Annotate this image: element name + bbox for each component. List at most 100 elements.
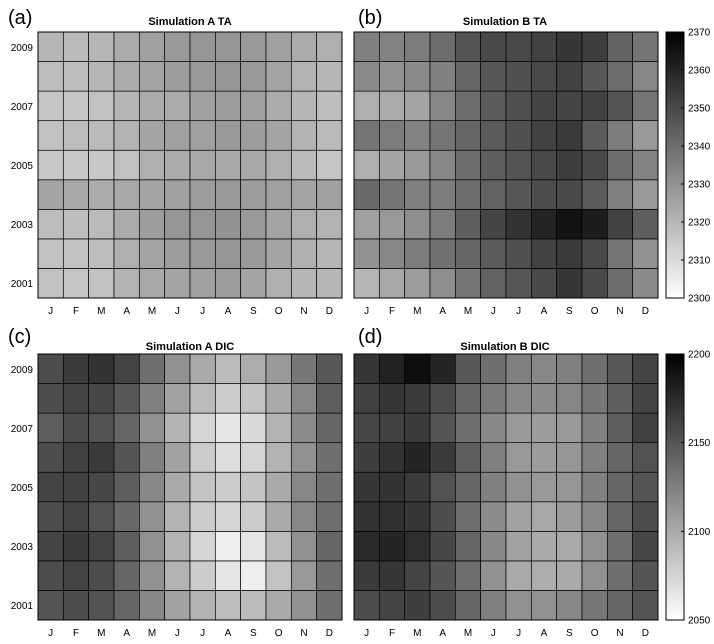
panel-c-frame — [37, 353, 343, 621]
x-tick-label: J — [48, 628, 53, 639]
heatmap-cell — [454, 412, 482, 444]
heatmap-cell — [378, 90, 406, 122]
heatmap-cell — [606, 268, 634, 299]
x-tick-label: N — [300, 628, 307, 639]
heatmap-cell — [138, 442, 166, 473]
heatmap-cell — [62, 179, 90, 210]
heatmap-cell — [164, 530, 191, 562]
heatmap-cell — [378, 530, 406, 562]
heatmap-cell — [353, 501, 380, 532]
x-tick-label: J — [491, 306, 496, 317]
heatmap-cell — [606, 61, 634, 92]
heatmap-cell — [214, 179, 242, 210]
x-tick-label: S — [566, 306, 573, 317]
heatmap-cell — [316, 530, 343, 562]
heatmap-cell — [454, 149, 482, 181]
heatmap-cell — [505, 238, 532, 269]
y-tick-label: 2007 — [11, 424, 34, 435]
panel-b-title: Simulation B TA — [463, 16, 547, 28]
heatmap-cell — [606, 353, 634, 384]
heatmap-cell — [164, 501, 191, 532]
heatmap-cell — [632, 268, 659, 299]
heatmap-cell — [378, 560, 406, 591]
heatmap-cell — [138, 501, 166, 532]
heatmap-cell — [62, 383, 90, 414]
x-tick-label: S — [566, 628, 573, 639]
heatmap-cell — [37, 530, 64, 562]
heatmap-cell — [138, 471, 166, 503]
heatmap-cell — [606, 120, 634, 151]
heatmap-cell — [378, 120, 406, 151]
heatmap-cell — [530, 208, 558, 240]
colorbar-tick-label: 2350 — [688, 104, 711, 115]
heatmap-cell — [240, 383, 267, 414]
heatmap-cell — [37, 149, 64, 181]
heatmap-cell — [316, 238, 343, 269]
heatmap-cell — [480, 530, 507, 562]
heatmap-cell — [113, 590, 140, 621]
heatmap-cell — [581, 471, 608, 503]
heatmap-cell — [429, 560, 456, 591]
heatmap-cell — [530, 560, 558, 591]
heatmap-cell — [164, 471, 191, 503]
heatmap-cell — [632, 442, 659, 473]
heatmap-cell — [480, 61, 507, 92]
heatmap-cell — [316, 208, 343, 240]
heatmap-cell — [606, 238, 634, 269]
heatmap-cell — [606, 90, 634, 122]
colorbar-tick-label: 2360 — [688, 66, 711, 77]
heatmap-cell — [265, 149, 292, 181]
heatmap-cell — [265, 90, 292, 122]
x-tick-label: A — [123, 628, 130, 639]
heatmap-cell — [113, 149, 140, 181]
heatmap-cell — [530, 90, 558, 122]
x-tick-label: A — [123, 306, 130, 317]
heatmap-cell — [480, 412, 507, 444]
heatmap-cell — [505, 120, 532, 151]
heatmap-cell — [581, 238, 608, 269]
heatmap-cell — [290, 238, 318, 269]
heatmap-cell — [581, 501, 608, 532]
heatmap-cell — [88, 442, 115, 473]
heatmap-cell — [480, 208, 507, 240]
panel-c-title: Simulation A DIC — [146, 341, 234, 353]
heatmap-cell — [290, 61, 318, 92]
x-tick-label: D — [326, 306, 333, 317]
x-tick-label: O — [591, 628, 599, 639]
heatmap-cell — [113, 471, 140, 503]
heatmap-cell — [454, 353, 482, 384]
panel-a-y-ticks: 2001 2003 2005 2007 2009 — [11, 43, 34, 290]
heatmap-cell — [138, 530, 166, 562]
heatmap-cell — [113, 501, 140, 532]
heatmap-cell — [429, 268, 456, 299]
x-tick-label: A — [225, 628, 232, 639]
heatmap-cell — [88, 383, 115, 414]
heatmap-cell — [632, 149, 659, 181]
heatmap-cell — [480, 90, 507, 122]
heatmap-cell — [378, 61, 406, 92]
heatmap-cell — [37, 560, 64, 591]
heatmap-cell — [480, 353, 507, 384]
heatmap-cell — [189, 61, 216, 92]
heatmap-cell — [265, 208, 292, 240]
heatmap-cell — [429, 31, 456, 62]
heatmap-cell — [37, 31, 64, 62]
heatmap-cell — [429, 120, 456, 151]
heatmap-cell — [189, 560, 216, 591]
colorbar-dic: 2050 2100 2150 2200 — [665, 350, 711, 627]
heatmap-cell — [164, 238, 191, 269]
heatmap-cell — [556, 61, 583, 92]
heatmap-cell — [138, 90, 166, 122]
heatmap-cell — [240, 412, 267, 444]
heatmap-cell — [62, 471, 90, 503]
heatmap-cell — [138, 179, 166, 210]
y-tick-label: 2007 — [11, 102, 34, 113]
heatmap-cell — [189, 31, 216, 62]
heatmap-cell — [632, 560, 659, 591]
heatmap-cell — [316, 149, 343, 181]
heatmap-cell — [240, 31, 267, 62]
panel-d-frame — [353, 353, 659, 621]
heatmap-cell — [37, 471, 64, 503]
heatmap-cell — [316, 353, 343, 384]
